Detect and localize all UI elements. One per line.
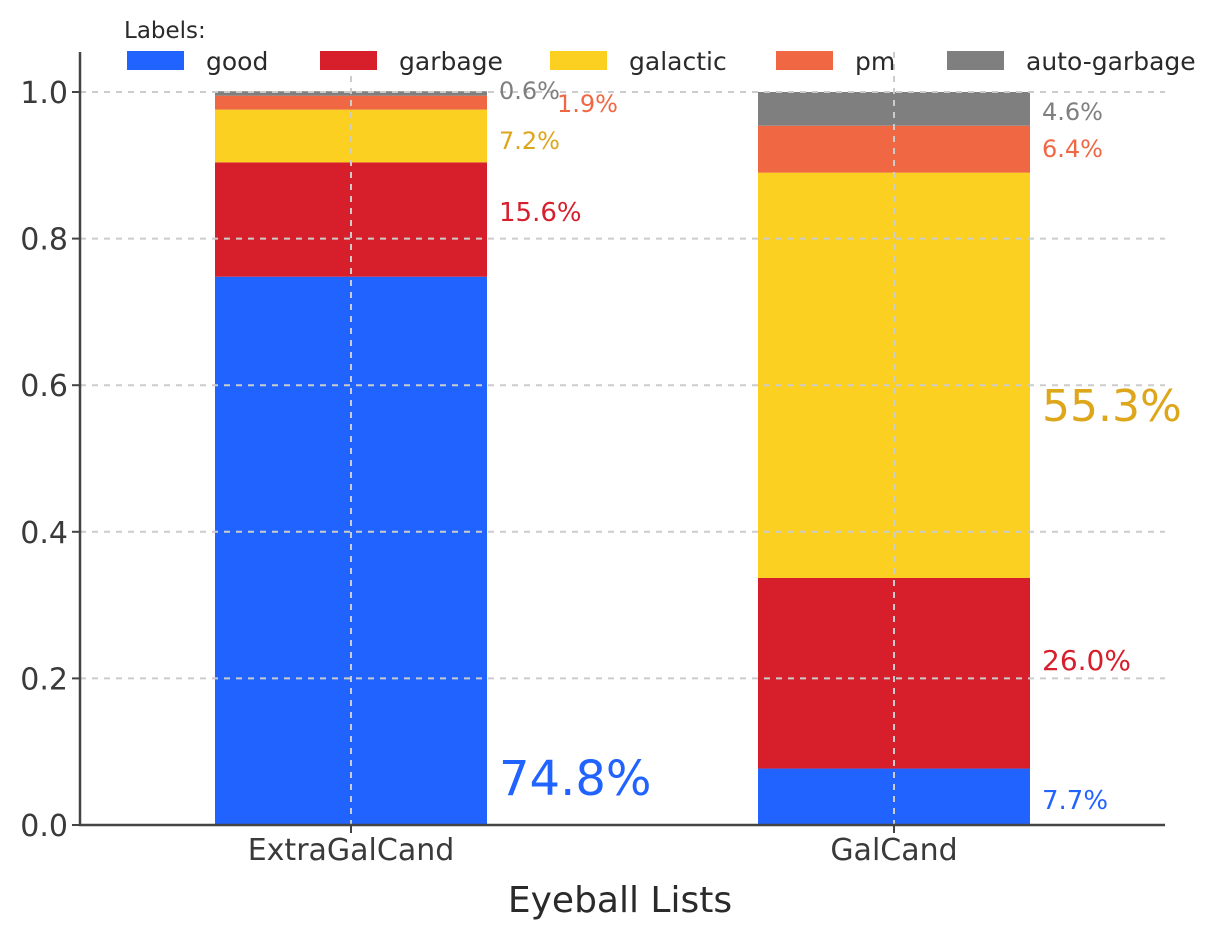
legend-swatch-garbage xyxy=(320,51,377,70)
legend-label-galactic: galactic xyxy=(629,47,727,76)
data-label-GalCand-pm: 6.4% xyxy=(1042,135,1103,163)
data-label-ExtraGalCand-good: 74.8% xyxy=(499,751,651,807)
x-tick-label-ExtraGalCand: ExtraGalCand xyxy=(248,833,455,868)
data-label-GalCand-garbage: 26.0% xyxy=(1042,644,1131,677)
legend-title: Labels: xyxy=(124,18,206,44)
y-tick-label-1: 0.2 xyxy=(20,662,68,697)
legend-swatch-good xyxy=(127,51,184,70)
x-axis-title: Eyeball Lists xyxy=(508,880,732,921)
legend-swatch-auto-garbage xyxy=(947,51,1004,70)
legend-label-garbage: garbage xyxy=(399,47,503,76)
y-tick-label-0: 0.0 xyxy=(20,809,68,844)
data-label-GalCand-galactic: 55.3% xyxy=(1042,381,1182,432)
data-label-ExtraGalCand-auto-garbage: 0.6% xyxy=(499,77,560,105)
legend-label-auto-garbage: auto-garbage xyxy=(1026,47,1196,76)
bar-ExtraGalCand-good xyxy=(215,276,487,825)
legend: Labels: good garbage galactic pm auto-garbag… xyxy=(124,18,1196,76)
data-label-GalCand-good: 7.7% xyxy=(1042,786,1108,816)
bars xyxy=(215,91,1030,825)
legend-swatch-pm xyxy=(776,51,833,70)
bar-GalCand-auto-garbage xyxy=(758,92,1030,126)
legend-swatch-galactic xyxy=(550,51,607,70)
data-label-GalCand-auto-garbage: 4.6% xyxy=(1042,98,1103,126)
legend-label-good: good xyxy=(206,47,268,76)
data-label-ExtraGalCand-pm: 1.9% xyxy=(557,90,618,118)
legend-label-pm: pm xyxy=(855,47,895,76)
data-label-ExtraGalCand-garbage: 15.6% xyxy=(499,198,582,228)
y-tick-label-2: 0.4 xyxy=(20,516,68,551)
x-tick-label-GalCand: GalCand xyxy=(830,833,957,868)
y-tick-label-3: 0.6 xyxy=(20,369,68,404)
axes: 0.0 0.2 0.4 0.6 0.8 1.0 ExtraGalCand GalCand xyxy=(20,52,1165,868)
data-labels: 74.8% 15.6% 7.2% 1.9%0.6% 7.7% 26.0% 55.3% 6.4%… xyxy=(499,77,1182,816)
data-label-ExtraGalCand-galactic: 7.2% xyxy=(499,127,560,155)
y-tick-label-4: 0.8 xyxy=(20,223,68,258)
y-tick-label-5: 1.0 xyxy=(20,76,68,111)
grid xyxy=(80,52,1165,825)
